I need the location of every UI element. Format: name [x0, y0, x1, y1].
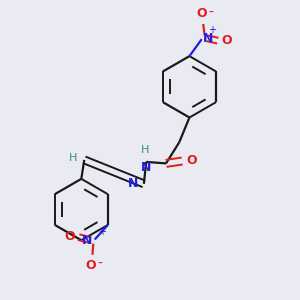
Text: H: H [141, 146, 149, 155]
Text: O: O [221, 34, 232, 46]
Text: +: + [98, 226, 106, 237]
Text: O: O [64, 230, 75, 243]
Text: -: - [98, 257, 103, 271]
Text: O: O [196, 7, 207, 20]
Text: N: N [203, 32, 214, 44]
Text: -: - [208, 6, 213, 20]
Text: O: O [85, 259, 96, 272]
Text: N: N [140, 161, 151, 174]
Text: H: H [69, 152, 77, 163]
Text: +: + [208, 25, 216, 35]
Text: N: N [128, 177, 139, 190]
Text: N: N [82, 234, 92, 247]
Text: O: O [186, 154, 196, 167]
